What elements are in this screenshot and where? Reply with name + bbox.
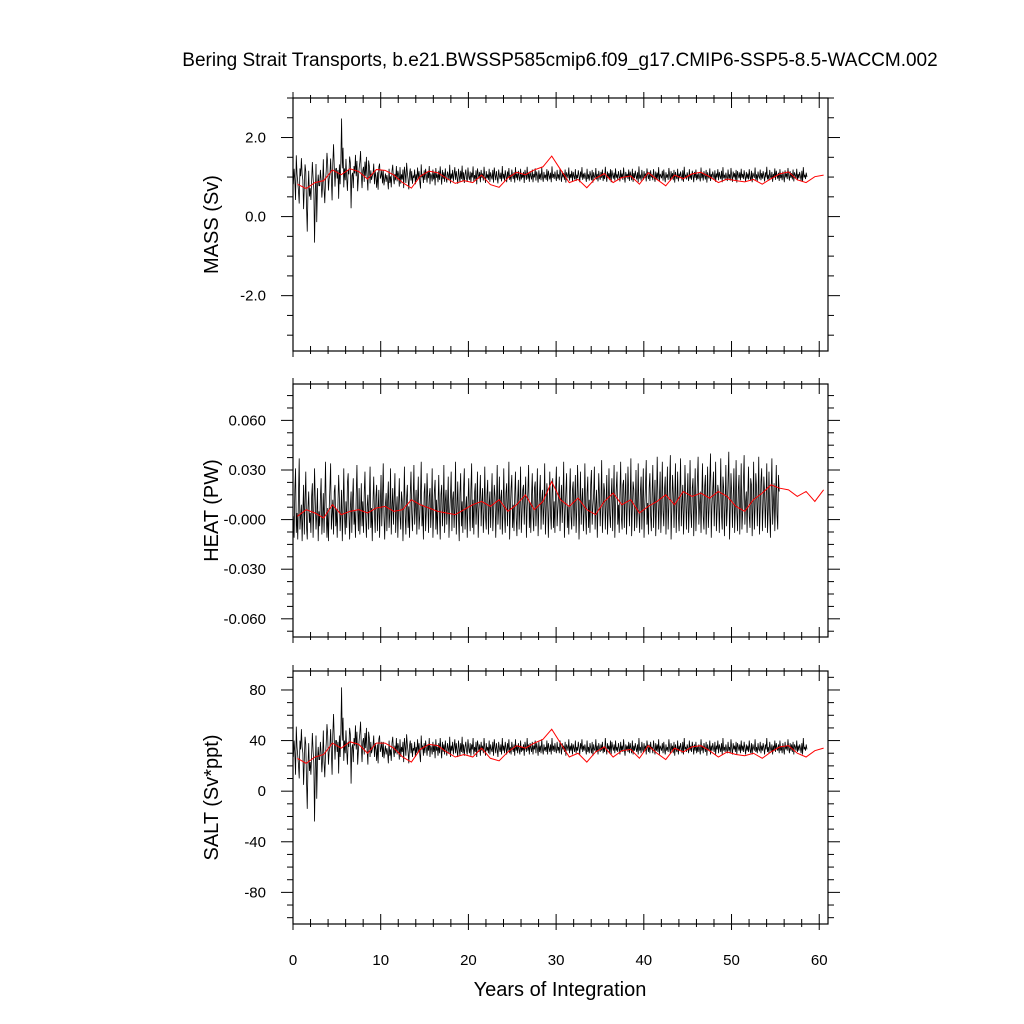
mass-plot-frame (292, 97, 829, 352)
mass-panel: -2.0 0.0 2.0 MASS (Sv) (201, 92, 840, 357)
salt-y-tick-label: 40 (249, 733, 266, 750)
heat-monthly-series-line (293, 451, 780, 542)
salt-monthly-series-line (293, 687, 808, 822)
mass-annual-series-line (297, 155, 824, 190)
mass-y-tick-label: -2.0 (240, 288, 266, 305)
heat-y-tick-label: -0.000 (223, 512, 266, 529)
heat-y-tick-label: 0.060 (228, 412, 266, 429)
salt-y-tick-label: -80 (244, 884, 266, 901)
salt-y-tick-label: 80 (249, 682, 266, 699)
x-tick-label: 60 (811, 952, 828, 969)
heat-y-tick-label: -0.030 (223, 561, 266, 578)
x-tick-label: 10 (372, 952, 389, 969)
x-axis-title: Years of Integration (474, 979, 647, 1001)
chart-title: Bering Strait Transports, b.e21.BWSSP585… (182, 50, 937, 71)
mass-y-tick-label: 0.0 (245, 209, 266, 226)
mass-y-tick-label: 2.0 (245, 130, 266, 147)
heat-y-tick-label: -0.060 (223, 611, 266, 628)
x-tick-label: 0 (289, 952, 297, 969)
salt-plot-frame (292, 670, 829, 925)
heat-y-axis-title: HEAT (PW) (201, 459, 223, 562)
x-tick-label: 40 (635, 952, 652, 969)
x-tick-label: 30 (548, 952, 565, 969)
salt-y-tick-label: -40 (244, 834, 266, 851)
heat-annual-series-line (297, 480, 825, 519)
salt-y-tick-label: 0 (258, 783, 266, 800)
heat-panel: -0.060 -0.030 -0.000 0.030 0.060 HEAT (PW) (201, 378, 840, 643)
x-tick-label: 50 (723, 952, 740, 969)
heat-plot-frame (292, 383, 829, 638)
x-tick-label: 20 (460, 952, 477, 969)
mass-y-axis-title: MASS (Sv) (201, 175, 223, 274)
salt-y-axis-title: SALT (Sv*ppt) (201, 735, 223, 861)
salt-annual-series-line (297, 728, 824, 764)
heat-y-tick-label: 0.030 (228, 462, 266, 479)
mass-monthly-series-line (293, 118, 808, 243)
salt-panel: -80 -40 0 40 80 SALT (Sv*ppt) 0 10 20 30 40 50 60 (201, 665, 840, 969)
